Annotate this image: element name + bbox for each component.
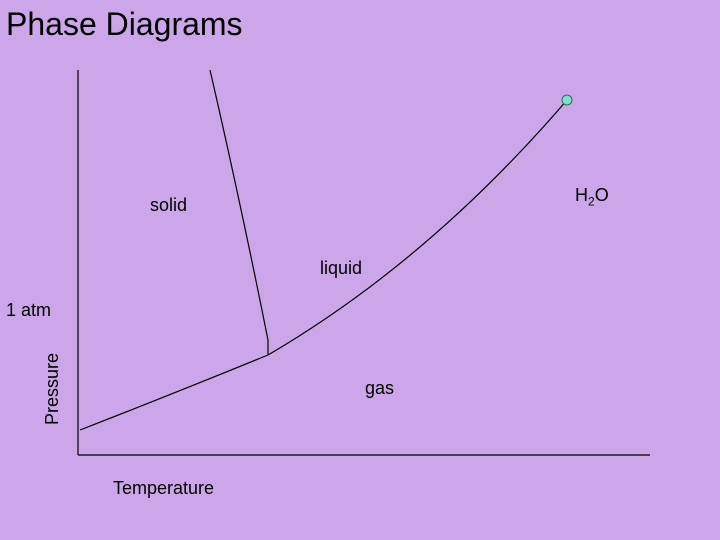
gas-label: gas [365, 378, 394, 399]
critical-point [562, 95, 572, 105]
formula-label: H2O [575, 185, 609, 209]
liquid-label: liquid [320, 258, 362, 279]
sublimation-curve [80, 355, 268, 430]
formula-base: H [575, 185, 588, 205]
formula-sub: 2 [588, 195, 595, 209]
y-axis-label: Pressure [42, 353, 63, 425]
one-atm-label: 1 atm [6, 300, 51, 321]
formula-suffix: O [595, 185, 609, 205]
fusion-curve-upper [210, 70, 268, 340]
solid-label: solid [150, 195, 187, 216]
x-axis-label: Temperature [113, 478, 214, 499]
slide: Phase Diagrams solid liquid gas 1 atm Te… [0, 0, 720, 540]
vaporization-curve [268, 100, 567, 355]
